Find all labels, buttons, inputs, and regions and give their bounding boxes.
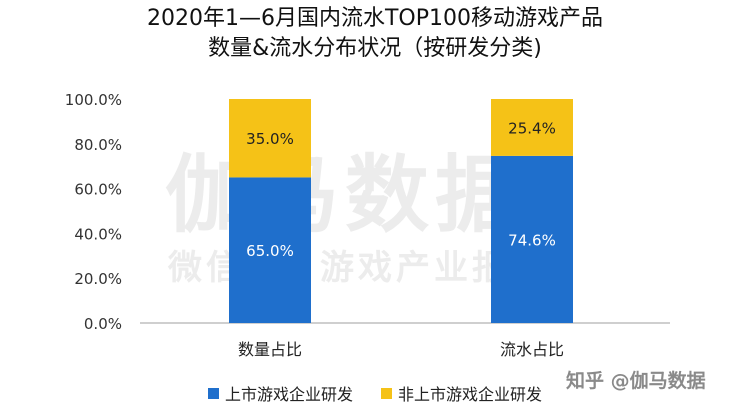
data-label: 25.4%	[508, 119, 556, 137]
y-tick-label: 100.0%	[65, 91, 122, 109]
title-line-1: 2020年1—6月国内流水TOP100移动游戏产品	[147, 6, 603, 31]
x-tick-label: 流水占比	[500, 340, 564, 359]
y-tick-label: 60.0%	[74, 181, 122, 199]
data-label: 65.0%	[246, 242, 294, 260]
legend-swatch-listed	[207, 387, 219, 399]
bar-segment	[491, 155, 573, 323]
legend-item-non-listed: 非上市游戏企业研发	[381, 381, 542, 405]
y-tick-label: 80.0%	[74, 136, 122, 154]
data-label: 74.6%	[508, 231, 556, 249]
legend-label-non-listed: 非上市游戏企业研发	[398, 385, 543, 404]
bar-segment	[229, 177, 311, 323]
title-line-2: 数量&流水分布状况（按研发分类)	[208, 36, 542, 61]
zhihu-watermark: 知乎 @伽马数据	[566, 370, 706, 392]
legend-label-listed: 上市游戏企业研发	[224, 385, 353, 404]
chart-title: 2020年1—6月国内流水TOP100移动游戏产品 数量&流水分布状况（按研发分…	[0, 4, 750, 64]
legend-swatch-non-listed	[381, 387, 392, 399]
y-tick-label: 20.0%	[74, 270, 122, 288]
x-tick-label: 数量占比	[238, 340, 302, 359]
bar-segment	[229, 99, 311, 178]
bar-segment	[491, 99, 573, 156]
y-tick-label: 40.0%	[74, 225, 122, 243]
chart-legend: 上市游戏企业研发 非上市游戏企业研发	[0, 381, 750, 405]
data-label: 35.0%	[246, 130, 294, 148]
legend-item-listed: 上市游戏企业研发	[207, 381, 353, 405]
y-tick-label: 0.0%	[84, 315, 122, 333]
